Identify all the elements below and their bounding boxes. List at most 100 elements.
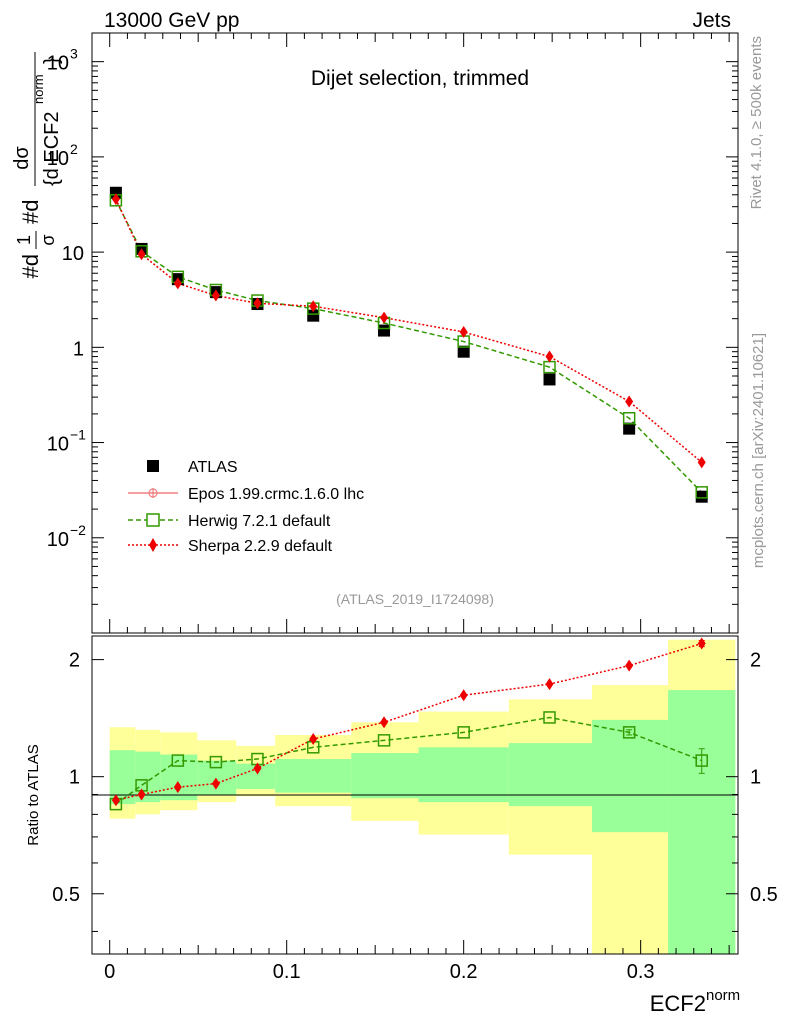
rivet-label: Rivet 4.1.0, ≥ 500k events bbox=[748, 36, 765, 209]
main-y-tick-base: 10 bbox=[62, 243, 84, 265]
ratio-sherpa-point bbox=[380, 716, 389, 729]
ratio-band-inner bbox=[591, 719, 669, 833]
x-tick-label: 0.2 bbox=[450, 961, 478, 983]
xlabel-main: ECF2 bbox=[650, 991, 706, 1016]
ratio-bands bbox=[109, 639, 736, 954]
ratio-y-tick-label: 0.5 bbox=[52, 884, 80, 906]
main-y-tick-label: 10 3 bbox=[47, 46, 78, 75]
ratio-band-inner bbox=[508, 743, 592, 807]
ratio-sherpa-point bbox=[137, 788, 146, 801]
ratio-sherpa-point bbox=[211, 777, 220, 790]
energy-label: 13000 GeV pp bbox=[104, 9, 239, 32]
ratio-band-inner bbox=[160, 754, 198, 801]
plot-title: Dijet selection, trimmed bbox=[311, 67, 529, 90]
ylabel-frac-num: 1 bbox=[14, 235, 34, 245]
main-panel: 13000 GeV pp Jets Dijet selection, trimm… bbox=[47, 9, 739, 634]
sherpa-line bbox=[115, 198, 703, 463]
main-y-tick-exp: 2 bbox=[70, 141, 78, 157]
legend-entry-epos: Epos 1.99.crmc.1.6.0 lhc bbox=[128, 486, 364, 503]
ratio-herwig-point bbox=[377, 734, 391, 747]
legend-entry-sherpa: Sherpa 2.2.9 default bbox=[128, 538, 333, 555]
herwig-point bbox=[622, 411, 636, 425]
ratio-herwig-line bbox=[115, 716, 702, 805]
main-y-label: #d 1 σ #d dσ {d ECF2 norm } bbox=[11, 52, 63, 278]
ratio-sherpa-point bbox=[697, 637, 706, 650]
ratio-y-tick-label: 2 bbox=[69, 650, 80, 672]
ylabel-prefix: #d bbox=[18, 254, 43, 278]
ratio-band-inner bbox=[197, 760, 237, 795]
legend: ATLAS Epos 1.99.crmc.1.6.0 lhc Herwig 7.… bbox=[128, 459, 364, 555]
legend-label-epos: Epos 1.99.crmc.1.6.0 lhc bbox=[188, 486, 364, 503]
ratio-sherpa-point bbox=[459, 689, 468, 702]
ratio-band-inner bbox=[418, 747, 509, 803]
main-y-tick-base: 1 bbox=[73, 338, 84, 360]
ylabel-frac-den: σ bbox=[38, 234, 58, 245]
sherpa-point bbox=[697, 456, 706, 469]
ratio-herwig-point bbox=[695, 754, 708, 767]
main-y-tick-exp: −1 bbox=[70, 427, 86, 443]
sherpa-point bbox=[137, 248, 146, 261]
ylabel-mid: #d bbox=[18, 200, 43, 224]
ylabel-dsig-num: dσ bbox=[11, 146, 33, 170]
sherpa-point bbox=[211, 289, 220, 302]
main-y-tick-base: 10 bbox=[47, 53, 69, 75]
ratio-y-tick-label-right: 0.5 bbox=[750, 884, 778, 906]
ylabel-dsig-den: {d ECF2 bbox=[41, 112, 63, 186]
ratio-band-inner bbox=[351, 753, 419, 799]
x-ticks: 0 0.1 0.2 0.3 bbox=[104, 33, 730, 983]
ratio-y-tick-label-right: 2 bbox=[750, 650, 761, 672]
mcplots-label: mcplots.cern.ch [arXiv:2401.10621] bbox=[750, 333, 767, 568]
x-axis-label: ECF2 norm bbox=[650, 987, 740, 1016]
sherpa-point bbox=[545, 350, 554, 363]
ratio-y-tick-label: 1 bbox=[69, 767, 80, 789]
herwig-line bbox=[115, 199, 703, 493]
atlas-point bbox=[378, 324, 391, 337]
legend-marker-sherpa bbox=[149, 538, 157, 552]
ylabel-dsig-close: } bbox=[41, 57, 63, 64]
main-y-tick-label: 10 bbox=[62, 243, 84, 265]
sherpa-point bbox=[625, 395, 634, 408]
ratio-herwig-point bbox=[209, 755, 223, 769]
ratio-sherpa-point bbox=[309, 732, 318, 745]
atlas-point bbox=[109, 186, 122, 199]
herwig-point bbox=[695, 486, 708, 499]
ratio-herwig-point bbox=[457, 726, 470, 739]
main-y-tick-exp: 3 bbox=[70, 46, 78, 62]
xlabel-sup: norm bbox=[706, 987, 740, 1004]
atlas-point bbox=[457, 345, 470, 358]
main-y-tick-label: 1 bbox=[73, 338, 84, 360]
legend-marker-herwig bbox=[146, 513, 160, 527]
legend-label-atlas: ATLAS bbox=[188, 459, 238, 476]
atlas-point bbox=[623, 422, 636, 435]
sherpa-point bbox=[111, 193, 120, 206]
main-series bbox=[109, 186, 708, 503]
ratio-sherpa-point bbox=[173, 781, 182, 794]
main-y-tick-base: 10 bbox=[47, 148, 69, 170]
sherpa-point bbox=[459, 325, 468, 338]
main-axes-frame bbox=[91, 32, 739, 634]
main-y-tick-base: 10 bbox=[47, 434, 69, 456]
legend-label-herwig: Herwig 7.2.1 default bbox=[188, 513, 331, 530]
legend-entry-herwig: Herwig 7.2.1 default bbox=[128, 513, 331, 530]
ratio-herwig-point bbox=[171, 754, 185, 767]
sherpa-point bbox=[309, 300, 318, 313]
legend-marker-atlas bbox=[147, 460, 159, 472]
legend-entry-atlas: ATLAS bbox=[147, 459, 238, 476]
ratio-sherpa-point bbox=[253, 762, 262, 775]
ratio-sherpa-point bbox=[545, 678, 554, 691]
main-y-tick-base: 10 bbox=[47, 529, 69, 551]
ratio-sherpa-point bbox=[625, 659, 634, 672]
main-y-tick-label: 10 2 bbox=[47, 141, 78, 170]
sherpa-point bbox=[380, 311, 389, 324]
ratio-sherpa-point bbox=[111, 794, 120, 807]
ratio-band-inner bbox=[668, 690, 736, 954]
atlas-point bbox=[695, 490, 708, 503]
ratio-band-inner bbox=[275, 759, 352, 793]
legend-label-sherpa: Sherpa 2.2.9 default bbox=[188, 538, 333, 555]
ratio-panel: 2 2 1 1 0.5 0.5 0 0.1 0.2 0.3 Ratio to ATLAS bbox=[25, 33, 778, 983]
atlas-point bbox=[307, 309, 320, 322]
ylabel-dsig-sup: norm bbox=[31, 74, 46, 104]
ratio-y-tick-label-right: 1 bbox=[750, 767, 761, 789]
ratio-herwig-point bbox=[543, 711, 556, 724]
